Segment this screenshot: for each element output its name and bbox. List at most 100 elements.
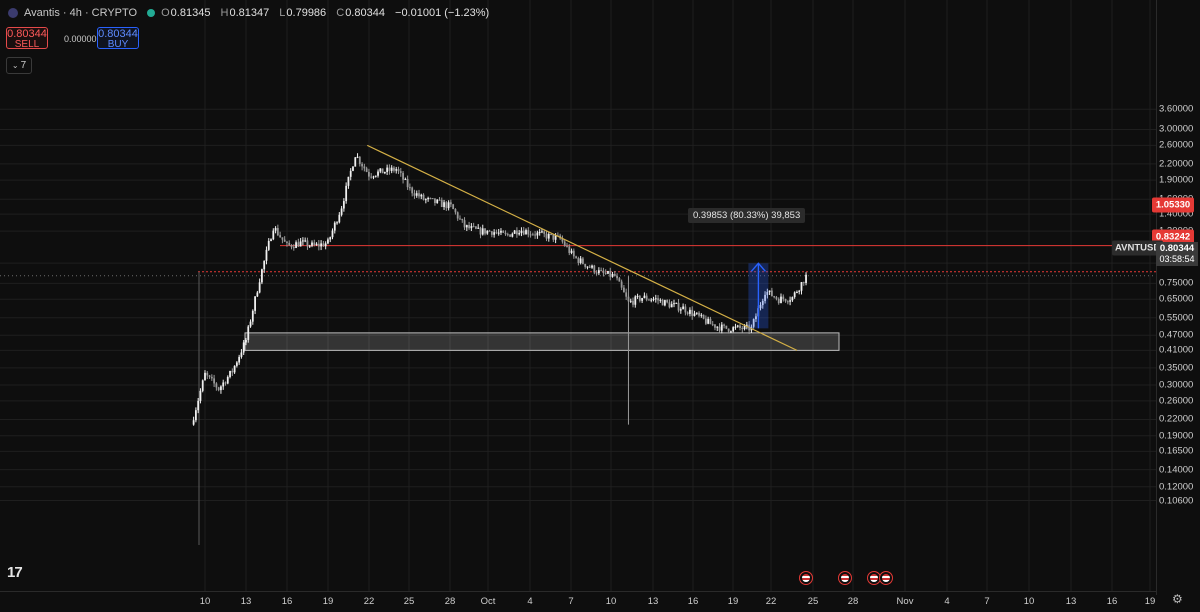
candle-body xyxy=(404,178,407,180)
candle-body xyxy=(502,230,505,233)
candle-body xyxy=(374,175,377,177)
candle-body xyxy=(743,325,746,330)
measure-label: 0.39853 (80.33%) 39,853 xyxy=(688,208,806,223)
candle-body xyxy=(700,314,703,316)
candle-body xyxy=(714,324,716,328)
candle-body xyxy=(618,278,621,282)
close-label: C xyxy=(336,7,345,19)
candle-body xyxy=(272,230,275,240)
candle-body xyxy=(283,239,286,242)
candle-body xyxy=(691,309,694,316)
candle-body xyxy=(251,310,254,322)
candle-body xyxy=(322,243,325,247)
candle-body xyxy=(233,365,236,373)
candle-body xyxy=(490,231,493,235)
candle-body xyxy=(370,176,373,178)
candle-body xyxy=(798,290,801,292)
candle-body xyxy=(500,230,502,233)
candle-body xyxy=(206,372,209,376)
candle-body xyxy=(800,282,803,291)
candle-body xyxy=(295,242,297,248)
candle-body xyxy=(650,299,653,301)
price-tick-label: 1.90000 xyxy=(1159,174,1194,186)
candle-body xyxy=(634,296,637,305)
candle-body xyxy=(759,305,762,309)
time-tick-label: 13 xyxy=(647,596,659,607)
indicators-toggle[interactable]: ⌄ 7 xyxy=(6,57,32,74)
candle-body xyxy=(793,292,796,298)
candle-body xyxy=(611,274,614,277)
candle-body xyxy=(242,342,245,353)
candle-body xyxy=(256,292,259,297)
buy-button[interactable]: 0.80344 BUY xyxy=(97,27,139,50)
candle-body xyxy=(342,201,345,209)
candle-body xyxy=(247,326,250,340)
low-value: 0.79986 xyxy=(286,7,327,19)
candle-body xyxy=(547,233,550,239)
candle-body xyxy=(518,232,521,235)
candle-body xyxy=(752,319,755,327)
low-label: L xyxy=(279,7,286,19)
candle-body xyxy=(493,232,496,235)
us-flag-event-icon[interactable] xyxy=(838,571,852,585)
time-tick-label: 25 xyxy=(403,596,415,607)
candle-body xyxy=(643,295,646,299)
open-label: O xyxy=(161,7,170,19)
gear-icon[interactable]: ⚙ xyxy=(1172,592,1183,606)
candle-body xyxy=(390,167,393,171)
time-tick-label: 7 xyxy=(568,596,574,607)
candle-body xyxy=(231,370,234,373)
candle-body xyxy=(222,382,225,387)
us-flag-event-icon[interactable] xyxy=(879,571,893,585)
tradingview-logo-icon[interactable]: 17 xyxy=(7,564,23,581)
buy-label: BUY xyxy=(107,39,129,50)
candle-body xyxy=(411,187,414,194)
candle-body xyxy=(393,167,395,171)
candle-body xyxy=(197,400,200,411)
candle-body xyxy=(768,290,771,293)
candle-body xyxy=(568,246,571,253)
current-price: 0.80344 xyxy=(1159,243,1195,254)
symbol-title[interactable]: Avantis · 4h · CRYPTO xyxy=(24,7,138,19)
trendline xyxy=(367,144,798,351)
candle-body xyxy=(331,230,334,238)
candle-body xyxy=(720,324,723,331)
candle-body xyxy=(786,301,789,303)
sell-button[interactable]: 0.80344 SELL xyxy=(6,27,48,50)
candle-body xyxy=(755,316,757,320)
candle-body xyxy=(607,271,609,274)
us-flag-event-icon[interactable] xyxy=(799,571,813,585)
sell-price: 0.80344 xyxy=(7,28,47,40)
candle-body xyxy=(290,244,293,248)
price-chart[interactable] xyxy=(0,0,1156,591)
candle-body xyxy=(679,309,682,311)
candle-body xyxy=(397,169,400,172)
open-value: 0.81345 xyxy=(170,7,211,19)
candle-body xyxy=(531,234,534,236)
current-price-tag: 0.80344 03:58:54 xyxy=(1156,242,1198,266)
candle-body xyxy=(245,339,247,343)
candle-body xyxy=(431,198,434,200)
candle-body xyxy=(249,321,252,327)
candle-body xyxy=(258,282,261,293)
candle-body xyxy=(215,383,218,388)
candle-body xyxy=(802,282,805,284)
candle-body xyxy=(333,222,336,231)
price-tick-label: 2.60000 xyxy=(1159,139,1194,151)
time-tick-label: 25 xyxy=(807,596,819,607)
candle-body xyxy=(324,243,327,247)
candle-body xyxy=(388,167,391,171)
candle-body xyxy=(475,226,477,229)
candle-body xyxy=(761,300,764,306)
candle-body xyxy=(468,225,470,229)
price-scale[interactable] xyxy=(1156,0,1200,595)
candle-body xyxy=(297,242,300,247)
candle-body xyxy=(224,382,227,384)
spread-value: 0.00000 xyxy=(64,34,97,44)
candle-body xyxy=(477,227,480,229)
candle-body xyxy=(229,370,231,377)
candle-body xyxy=(402,172,404,180)
time-scale[interactable] xyxy=(0,591,1156,612)
candle-body xyxy=(329,237,332,240)
candle-body xyxy=(529,234,532,236)
